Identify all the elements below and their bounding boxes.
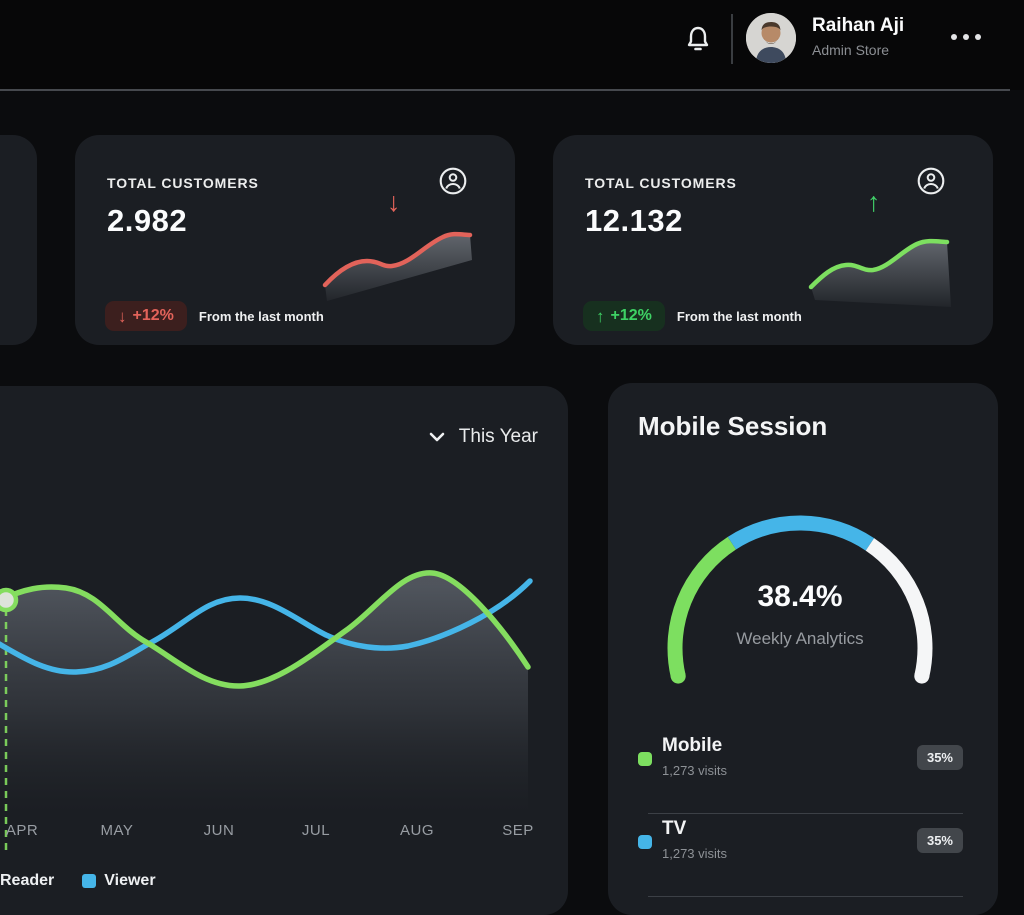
notification-bell-icon[interactable] <box>686 25 710 55</box>
header-bar <box>0 0 1024 90</box>
header-divider <box>0 89 1010 91</box>
item-share-badge: 35% <box>916 828 963 853</box>
stat-card-value: 2.982 <box>107 203 188 238</box>
badge-up-arrow-icon: ↑ <box>596 306 605 326</box>
stat-card-footer: ↑ +12% From the last month <box>583 301 802 331</box>
x-axis-label: SEP <box>502 822 534 839</box>
x-axis-label: JUL <box>301 822 331 839</box>
x-axis-label: MAY <box>100 822 134 839</box>
change-note: From the last month <box>198 308 324 324</box>
x-axis-label: JUN <box>203 822 235 839</box>
chart-legend: Reader Viewer <box>0 872 176 890</box>
stat-card-customers-2: TOTAL CUSTOMERS 12.132 ↑ ↑ +12% From the … <box>553 135 993 345</box>
chevron-down-icon <box>429 432 445 442</box>
mobile-session-title: Mobile Session <box>638 411 828 441</box>
stat-card-customers-1: TOTAL CUSTOMERS 2.982 ↓ ↓ +12% From the l… <box>75 135 515 345</box>
avatar[interactable] <box>746 13 796 63</box>
trend-up-arrow-icon: ↑ <box>867 187 881 217</box>
sparkline-down <box>320 223 480 343</box>
item-visits: 1,273 visits <box>662 763 728 778</box>
item-share-badge: 35% <box>916 745 963 770</box>
user-circle-icon <box>916 166 946 201</box>
item-label: Mobile <box>662 735 723 756</box>
mobile-swatch <box>638 752 652 766</box>
stat-card-value: 12.132 <box>585 203 683 238</box>
user-circle-icon <box>438 166 468 201</box>
change-value: +12% <box>610 307 652 324</box>
stat-card-footer: ↓ +12% From the last month <box>105 301 324 331</box>
item-visits: 1,273 visits <box>662 846 728 861</box>
x-axis-label: APR <box>5 822 39 839</box>
year-filter-label: This Year <box>458 426 538 447</box>
year-filter-dropdown[interactable]: This Year <box>429 426 538 448</box>
legend-reader[interactable]: Reader <box>0 872 55 889</box>
session-gauge <box>640 503 960 723</box>
tv-swatch <box>638 835 652 849</box>
sparkline-up <box>788 220 958 355</box>
header-vertical-divider <box>731 14 733 64</box>
mobile-session-card: Mobile Session 38.4% Weekly Analytics Mo… <box>608 383 998 915</box>
stat-card-title: TOTAL CUSTOMERS <box>107 175 259 191</box>
item-label: TV <box>662 818 687 839</box>
list-divider <box>648 896 963 897</box>
user-name: Raihan Aji <box>812 15 905 36</box>
legend-viewer-swatch <box>82 874 97 888</box>
x-axis-label: AUG <box>399 822 435 839</box>
line-chart-plot <box>0 545 570 880</box>
user-role: Admin Store <box>812 42 890 58</box>
stat-card-partial <box>0 135 37 345</box>
chart-cursor-dot <box>0 587 19 613</box>
more-menu-icon[interactable] <box>951 34 981 40</box>
gauge-value: 38.4% <box>757 580 843 613</box>
stat-card-title: TOTAL CUSTOMERS <box>585 175 737 191</box>
change-badge: ↓ +12% <box>105 301 187 331</box>
list-item-tv: TV 1,273 visits 35% <box>638 818 968 882</box>
list-divider <box>648 813 963 814</box>
change-value: +12% <box>132 307 174 324</box>
change-note: From the last month <box>676 308 802 324</box>
trend-down-arrow-icon: ↓ <box>387 187 401 217</box>
change-badge: ↑ +12% <box>583 301 665 331</box>
analytics-chart-card: This Year APR MAY JUN JUL AUG SE <box>0 386 568 915</box>
list-item-mobile: Mobile 1,273 visits 35% <box>638 735 968 799</box>
gauge-label: Weekly Analytics <box>736 629 864 648</box>
legend-viewer[interactable]: Viewer <box>104 872 156 889</box>
badge-down-arrow-icon: ↓ <box>118 306 127 326</box>
